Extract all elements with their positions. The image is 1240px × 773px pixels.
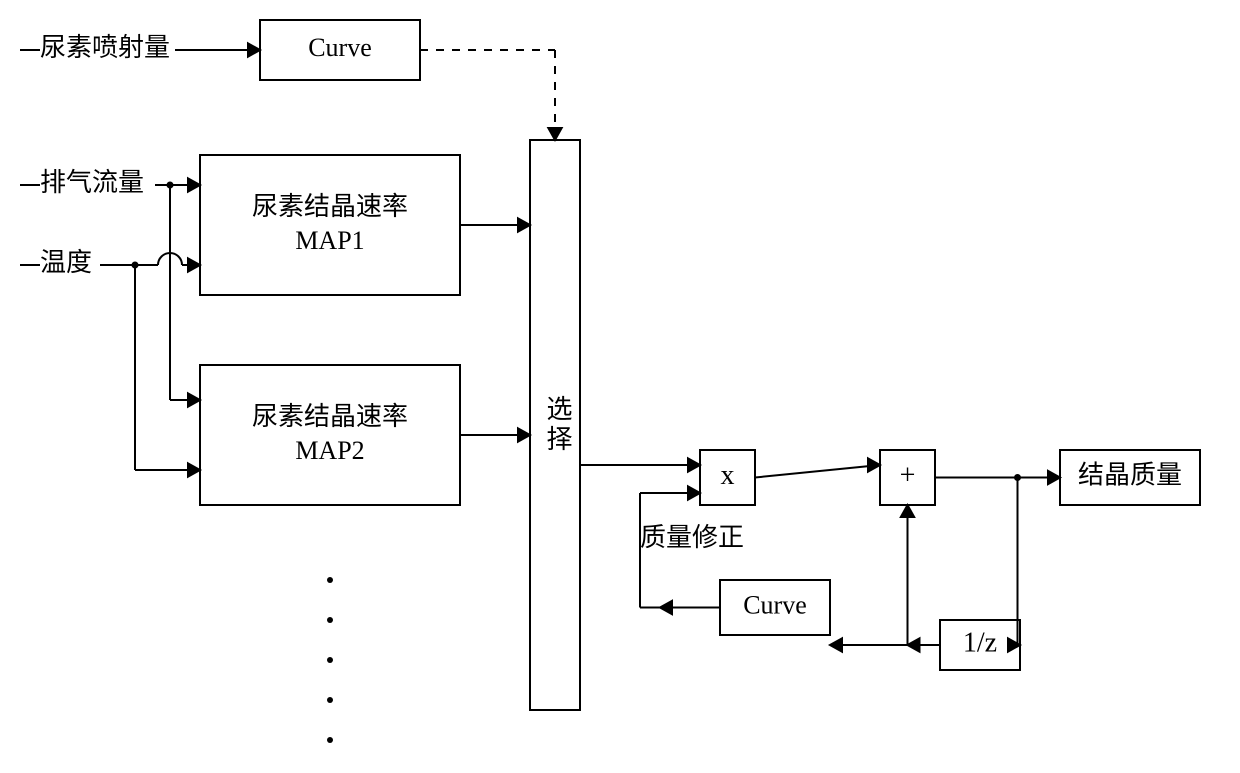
text-curve-fb: Curve bbox=[743, 590, 807, 619]
text-sum: + bbox=[900, 460, 916, 491]
label-exhaust-flow: 排气流量 bbox=[40, 168, 144, 197]
label-temperature: 温度 bbox=[40, 248, 92, 277]
text-mult: x bbox=[721, 460, 735, 491]
text-map2-l2: MAP2 bbox=[295, 436, 364, 465]
text-map1-l1: 尿素结晶速率 bbox=[252, 192, 408, 221]
ellipsis-dot bbox=[327, 737, 333, 743]
ellipsis-dot bbox=[327, 657, 333, 663]
text-map1-l2: MAP1 bbox=[295, 226, 364, 255]
label-urea-injection: 尿素喷射量 bbox=[40, 33, 170, 62]
text-select: 选择 bbox=[543, 395, 572, 455]
text-map2-l1: 尿素结晶速率 bbox=[252, 402, 408, 431]
ellipsis-dot bbox=[327, 617, 333, 623]
ellipsis-dot bbox=[327, 697, 333, 703]
block-diagram: 尿素喷射量排气流量温度 Curve 尿素结晶速率 MAP1 尿素结晶速率 MAP2 选择 x +… bbox=[0, 0, 1240, 773]
text-delay: 1/z bbox=[963, 627, 997, 658]
label-mass-correction: 质量修正 bbox=[640, 523, 744, 552]
ellipsis-dot bbox=[327, 577, 333, 583]
edge-mult-sum bbox=[755, 465, 880, 478]
text-output: 结晶质量 bbox=[1078, 460, 1182, 489]
text-curve-top: Curve bbox=[308, 33, 372, 62]
